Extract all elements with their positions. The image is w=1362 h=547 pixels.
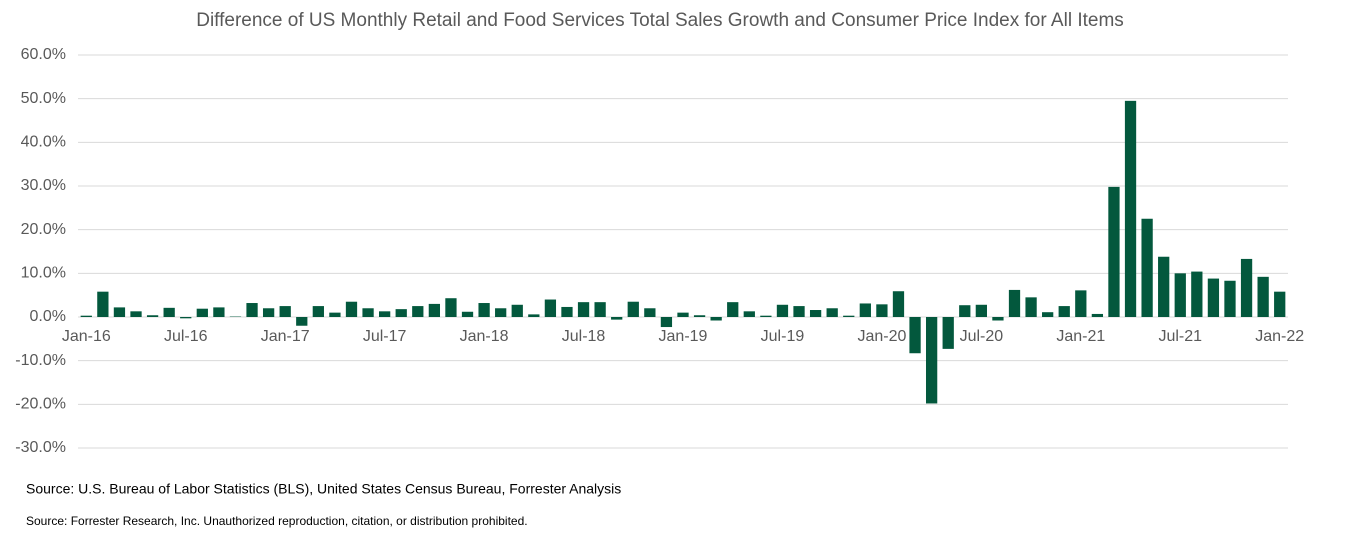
bar: [1191, 271, 1203, 317]
bar: [163, 307, 175, 317]
bar: [710, 317, 722, 321]
bar: [362, 308, 374, 317]
bar: [793, 306, 805, 317]
y-tick-label: 50.0%: [21, 90, 66, 107]
x-tick-label: Jan-20: [857, 328, 906, 345]
y-tick-label: 10.0%: [21, 265, 66, 282]
y-tick-label: 0.0%: [30, 308, 66, 325]
y-tick-label: -20.0%: [15, 396, 66, 413]
x-tick-label: Jan-16: [62, 328, 111, 345]
bar: [826, 308, 838, 317]
bar: [1274, 291, 1286, 317]
x-tick-label: Jan-18: [460, 328, 509, 345]
x-tick-label: Jul-20: [960, 328, 1004, 345]
bar: [1075, 290, 1087, 317]
bar: [1124, 100, 1137, 317]
bar: [561, 306, 573, 317]
y-tick-label: 60.0%: [21, 46, 66, 63]
bar: [859, 303, 871, 317]
x-tick-label: Jul-16: [164, 328, 208, 345]
bar: [478, 303, 490, 317]
bar: [262, 308, 275, 317]
bar: [660, 317, 673, 328]
bar: [130, 311, 142, 317]
bar: [80, 315, 92, 317]
bar: [1141, 218, 1153, 317]
bar: [727, 302, 739, 317]
bar: [1058, 306, 1070, 317]
x-tick-label: Jan-17: [261, 328, 310, 345]
bar: [1008, 289, 1021, 317]
x-tick-label: Jul-21: [1158, 328, 1202, 345]
x-tick-label: Jan-21: [1056, 328, 1105, 345]
y-tick-label: 30.0%: [21, 177, 66, 194]
bar: [809, 310, 822, 317]
bar: [312, 306, 324, 317]
bar: [1224, 280, 1236, 317]
bar: [296, 317, 308, 326]
source-note: Source: U.S. Bureau of Labor Statistics …: [26, 481, 621, 497]
bar: [1042, 312, 1054, 317]
bar: [213, 307, 225, 317]
bar: [942, 317, 954, 349]
bar: [577, 302, 590, 317]
y-tick-label: 20.0%: [21, 221, 66, 238]
bar: [1025, 297, 1037, 317]
bar: [1091, 313, 1104, 317]
bar: [97, 291, 109, 317]
bar: [892, 291, 905, 317]
y-tick-label: -30.0%: [15, 439, 66, 456]
bar: [180, 317, 192, 319]
bar: [113, 307, 126, 317]
bar: [1108, 186, 1120, 317]
x-tick-label: Jul-19: [761, 328, 805, 345]
bar: [146, 315, 159, 317]
bar: [776, 304, 789, 317]
y-tick-label: -10.0%: [15, 352, 66, 369]
bar: [544, 299, 557, 317]
bar: [644, 308, 656, 317]
y-tick-label: 40.0%: [21, 134, 66, 151]
bar: [843, 315, 855, 317]
bar: [379, 311, 391, 317]
bar: [428, 303, 441, 317]
bar: [1158, 256, 1170, 317]
bar: [345, 301, 358, 317]
bar: [511, 304, 523, 317]
bar: [528, 314, 540, 317]
x-tick-label: Jan-22: [1255, 328, 1304, 345]
bar: [1207, 278, 1220, 317]
bar: [992, 317, 1004, 321]
copyright-note: Source: Forrester Research, Inc. Unautho…: [26, 514, 528, 528]
bar: [279, 306, 291, 317]
bar: [246, 303, 258, 317]
bar: [445, 298, 457, 317]
bar: [1257, 276, 1269, 317]
bar: [925, 317, 938, 404]
bar: [909, 317, 921, 354]
bar: [959, 305, 971, 317]
bar: [611, 317, 623, 320]
bar: [395, 309, 407, 317]
bar: [627, 301, 639, 317]
bar: [412, 306, 424, 317]
bar: [693, 315, 706, 317]
x-tick-label: Jan-19: [659, 328, 708, 345]
bar: [196, 308, 208, 317]
x-tick-label: Jul-18: [562, 328, 606, 345]
chart-title: Difference of US Monthly Retail and Food…: [196, 10, 1124, 31]
bar: [461, 311, 474, 317]
bar: [760, 315, 772, 317]
bar: [594, 302, 606, 317]
bar: [1174, 273, 1186, 317]
bar: [677, 312, 689, 317]
bar: [1240, 258, 1253, 317]
bar: [329, 312, 341, 317]
bar: [743, 311, 755, 317]
bar: [876, 304, 888, 317]
bar: [975, 304, 987, 317]
bar: [495, 308, 507, 317]
x-tick-label: Jul-17: [363, 328, 407, 345]
